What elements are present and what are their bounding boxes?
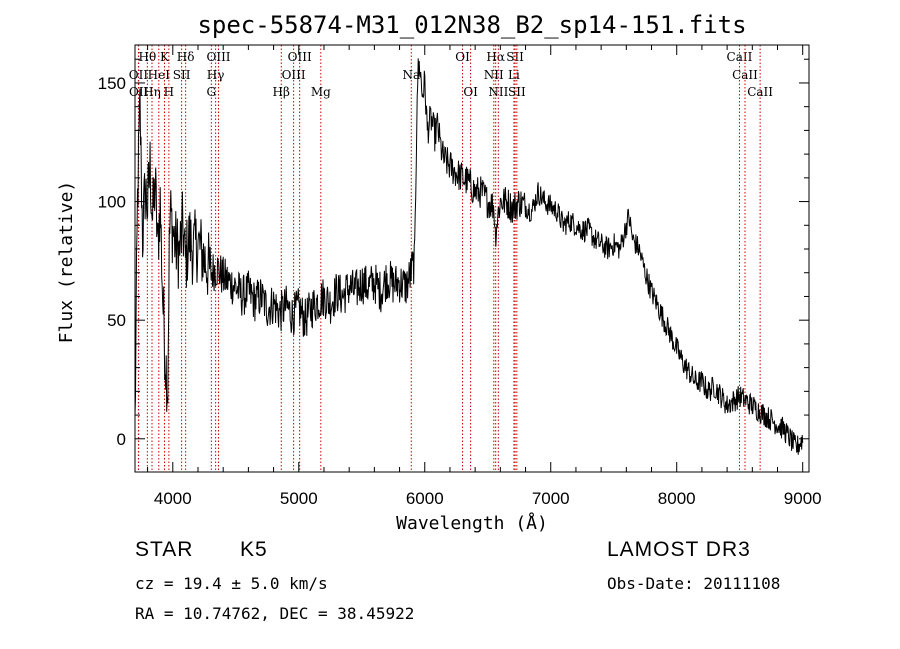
- x-tick-label: 6000: [406, 489, 444, 508]
- line-label: Hθ: [138, 50, 156, 64]
- observation-date: Obs-Date: 20111108: [607, 574, 781, 593]
- y-tick-label: 100: [98, 193, 126, 212]
- plot-frame: [134, 44, 810, 473]
- line-label: Na: [402, 68, 420, 82]
- redshift-velocity: cz = 19.4 ± 5.0 km/s: [135, 574, 328, 593]
- line-label: OI: [455, 50, 470, 64]
- chart-title: spec-55874-M31_012N38_B2_sp14-151.fits: [197, 11, 746, 39]
- line-label: Hγ: [207, 68, 225, 82]
- object-class: STAR: [135, 538, 194, 561]
- x-tick-label: 8000: [658, 489, 696, 508]
- y-tick-label: 0: [117, 430, 126, 449]
- line-label: SII: [506, 50, 524, 64]
- line-label: Li: [508, 68, 520, 82]
- line-label: Hη: [143, 85, 161, 99]
- series-line: [134, 58, 804, 455]
- line-label: K: [160, 50, 170, 64]
- line-label: OII: [129, 85, 149, 99]
- x-tick-label: 5000: [280, 489, 318, 508]
- spectrum-series: [134, 58, 804, 455]
- line-label: CaII: [732, 68, 758, 82]
- x-tick-label: 4000: [154, 489, 192, 508]
- line-label: OIII: [206, 50, 230, 64]
- line-label: HeI: [148, 68, 171, 82]
- line-label: H: [164, 85, 174, 99]
- line-label: SII: [508, 85, 526, 99]
- x-tick-label: 7000: [532, 489, 570, 508]
- y-axis-label: Flux (relative): [56, 181, 77, 344]
- x-axis-label: Wavelength (Å): [396, 512, 548, 534]
- line-label: CaII: [727, 50, 753, 64]
- coordinates: RA = 10.74762, DEC = 38.45922: [135, 604, 415, 623]
- line-label: Mg: [311, 85, 331, 99]
- line-label: Hα: [486, 50, 505, 64]
- line-label: G: [207, 85, 217, 99]
- line-label: Hβ: [273, 85, 290, 99]
- line-label: OII: [129, 68, 149, 82]
- axes: 4000 5000 6000 7000 8000 9000 0 50 100 150: [98, 45, 822, 508]
- line-label: OIII: [282, 68, 306, 82]
- line-label: CaII: [747, 85, 773, 99]
- y-tick-label: 50: [107, 311, 126, 330]
- object-subclass: K5: [240, 538, 268, 561]
- line-label: SII: [173, 68, 191, 82]
- line-label: OI: [463, 85, 478, 99]
- line-label: NII: [488, 85, 508, 99]
- y-tick-label: 150: [98, 74, 126, 93]
- survey-name: LAMOST DR3: [607, 538, 751, 561]
- line-label: Hδ: [177, 50, 195, 64]
- line-label: OIII: [288, 50, 312, 64]
- x-tick-label: 9000: [784, 489, 822, 508]
- line-label: NII: [484, 68, 504, 82]
